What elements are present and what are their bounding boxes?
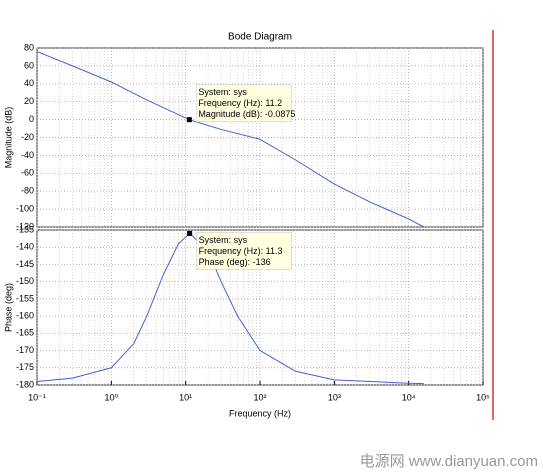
y-tick-label: -180: [16, 379, 34, 389]
x-tick-label: 10⁴: [402, 392, 416, 402]
x-tick-label: 10⁰: [105, 392, 119, 402]
x-axis-label: Frequency (Hz): [229, 408, 291, 418]
datatip-text: System: sys: [199, 235, 248, 245]
series-line: [36, 51, 425, 228]
y-tick-label: -60: [21, 168, 34, 178]
x-tick-label: 10⁵: [476, 392, 490, 402]
x-tick-label: 10⁻¹: [28, 392, 46, 402]
datatip-text: System: sys: [198, 87, 247, 97]
y-tick-label: -160: [16, 310, 34, 320]
datatip-box: [196, 232, 292, 270]
y-tick-label: -80: [21, 186, 34, 196]
y-tick-label: 20: [24, 96, 34, 106]
y-tick-label: -20: [21, 132, 34, 142]
watermark: 电源网 www.dianyuan.com: [360, 453, 538, 470]
y-tick-label: -170: [16, 345, 34, 355]
y-tick-label: -165: [16, 328, 34, 338]
y-tick-label: -140: [16, 242, 34, 252]
datatip-text: Frequency (Hz): 11.3: [199, 246, 283, 256]
y-axis-label: Magnitude (dB): [3, 107, 13, 169]
y-tick-label: -135: [16, 224, 34, 234]
y-tick-label: -155: [16, 293, 34, 303]
y-tick-label: -150: [16, 276, 34, 286]
y-axis-label: Phase (deg): [3, 283, 13, 332]
chart-title: Bode Diagram: [228, 32, 292, 43]
datatip-text: Frequency (Hz): 11.2: [198, 98, 282, 108]
x-tick-label: 10²: [253, 392, 266, 402]
datatip-text: Magnitude (dB): -0.0875: [198, 109, 295, 119]
y-tick-label: -40: [21, 150, 34, 160]
datatip-marker: [186, 117, 192, 123]
y-tick-label: -175: [16, 362, 34, 372]
datatip-text: Phase (deg): -136: [199, 257, 271, 267]
x-tick-label: 10¹: [179, 392, 192, 402]
x-tick-label: 10³: [328, 392, 341, 402]
y-tick-label: 0: [29, 114, 34, 124]
y-tick-label: 60: [24, 60, 34, 70]
datatip-box: [196, 84, 292, 122]
datatip-marker: [187, 230, 193, 236]
y-tick-label: -120: [16, 221, 34, 231]
y-tick-label: 40: [24, 78, 34, 88]
y-tick-label: 80: [24, 42, 34, 52]
y-tick-label: -100: [16, 203, 34, 213]
y-tick-label: -145: [16, 259, 34, 269]
